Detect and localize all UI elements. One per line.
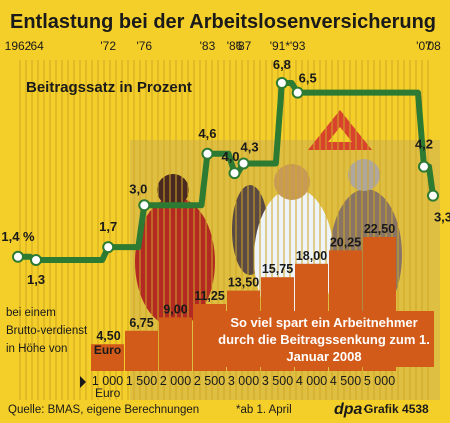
x-tick-label: '91* [270,39,291,53]
rate-value-label: 4,2 [415,137,433,152]
rate-value-label: 6,5 [299,71,317,86]
x-tick-label: '93 [290,39,306,53]
bar-value-label: 13,50 [228,276,259,290]
bar-value-label: 20,25 [330,235,361,249]
rate-value-label: 6,8 [273,57,291,72]
chart-title: Entlastung bei der Arbeitslosenversicher… [10,11,436,33]
dpa-logo-text: dpa [334,401,363,418]
rate-point [275,77,288,89]
bar-category-label: 5 000 [364,374,395,388]
rate-point [201,147,214,160]
rate-point [102,241,115,254]
bar-category-label: 1 500 [126,374,157,388]
rate-value-label: 4,3 [241,139,259,154]
bar-value-label: 22,50 [364,222,395,236]
footnote-text: *ab 1. April [236,404,292,416]
bar-x-axis-label: bei einem Brutto-verdienst in Höhe von [6,307,88,355]
rate-value-label: 3,3 [434,210,450,225]
axis-pointer-icon [80,376,86,388]
savings-bar [159,317,192,371]
bar-chart-title-box: So viel spart ein Arbeitnehmer durch die … [214,311,434,367]
x-tick-label: '72 [100,39,116,53]
bar-value-label: 18,00 [296,249,327,263]
x-tick-label: 1962 [5,39,32,53]
bar-category-labels: 1 000 1 500 2 000 2 500 3 000 3 500 4 000 4 500… [92,374,395,388]
bar-chart-title: So viel spart ein Arbeitnehmer durch die … [218,315,430,364]
x-tick-label: '64 [28,39,44,53]
rate-value-label: 4,6 [198,126,216,141]
rate-value-label: 4,0 [221,149,239,164]
credit-separator: · [363,402,367,416]
category-unit: Euro [95,386,121,400]
rate-point [12,250,24,263]
x-tick-labels: 1962'64 '72 '76 '83 '86'87 '91* '93 '07'08 [5,39,441,53]
x-tick-label: '87 [236,39,252,53]
rate-value-label: 1,4 % [1,229,35,244]
rate-value-label: 3,0 [129,181,147,196]
savings-bar [91,344,124,371]
rate-point [417,160,430,173]
rate-value-label: 1,3 [27,272,45,287]
x-tick-label: '86 [227,39,243,53]
bar-value-label: 15,75 [262,262,293,276]
bar-category-label: 3 000 [228,374,259,388]
rate-point [291,86,304,99]
x-tick-label: '08 [425,39,441,53]
rate-point [427,189,439,202]
credit-text: Grafik 4538 [364,402,429,416]
bar-category-label: 2 000 [160,374,191,388]
rate-value-label: 1,7 [99,219,117,234]
x-tick-label: '83 [200,39,216,53]
bar-category-label: 1 000 [92,374,123,388]
savings-bar [125,330,158,371]
x-tick-label: '07 [416,39,432,53]
bar-value-label: 6,75 [129,316,153,330]
rate-point [237,157,250,170]
line-chart-title: Beitragssatz in Prozent [26,79,192,96]
bar-value-label: 11,25 [194,289,225,303]
rate-point [228,167,241,180]
bar-category-label: 4 500 [330,374,361,388]
bar-category-label: 2 500 [194,374,225,388]
bar-category-label: 3 500 [262,374,293,388]
source-text: Quelle: BMAS, eigene Berechnungen [8,404,199,416]
bar-value-unit: Euro [94,343,121,357]
rate-point [30,254,43,266]
rate-point [138,199,151,212]
bar-category-label: 4 000 [296,374,327,388]
bar-value-label: 4,50 [96,329,120,343]
x-tick-label: '76 [136,39,152,53]
bar-value-label: 9,00 [163,302,187,316]
line-series: 1,4 % 1,3 1,7 3,0 4,6 4,04,3 6,8 6,5 4,2 3,3 [1,57,450,287]
